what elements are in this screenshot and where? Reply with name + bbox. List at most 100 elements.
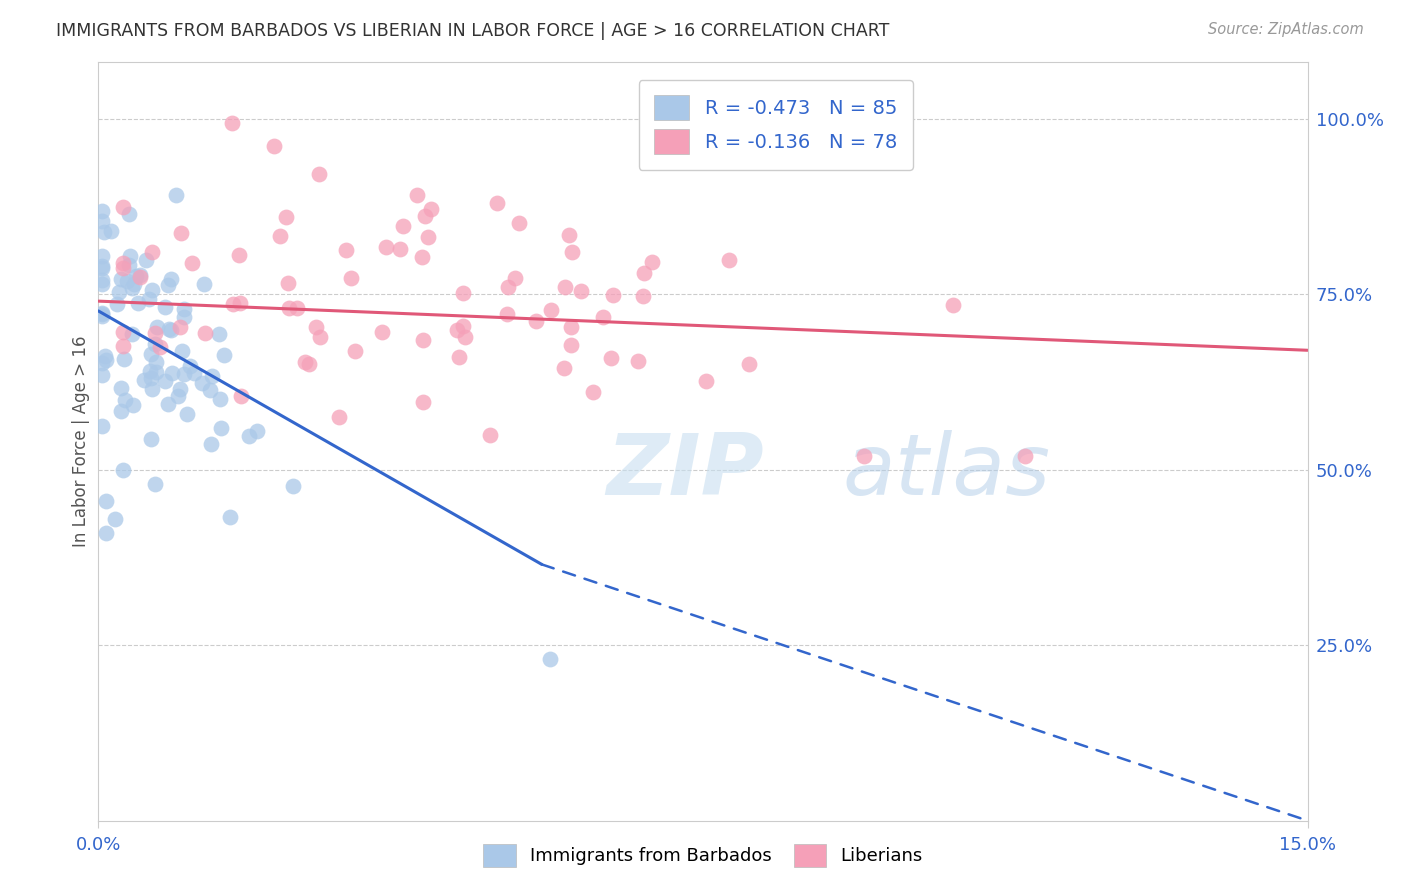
Point — [853, 449, 876, 463]
Point — [406, 188, 429, 202]
Point — [91, 307, 114, 321]
Point — [169, 382, 191, 396]
Point — [283, 479, 305, 493]
Point — [193, 277, 215, 292]
Point — [641, 254, 664, 268]
Point — [335, 244, 357, 258]
Point — [496, 279, 519, 293]
Text: ZIP: ZIP — [606, 430, 763, 514]
Point — [160, 272, 183, 286]
Point — [91, 249, 114, 263]
Point — [166, 389, 188, 403]
Point — [561, 244, 583, 259]
Y-axis label: In Labor Force | Age > 16: In Labor Force | Age > 16 — [72, 335, 90, 548]
Point — [143, 476, 166, 491]
Point — [538, 652, 561, 666]
Point — [149, 340, 172, 354]
Point — [125, 268, 148, 283]
Point — [157, 277, 180, 292]
Point — [212, 348, 235, 362]
Point — [96, 494, 118, 508]
Point — [201, 368, 224, 383]
Point — [121, 281, 143, 295]
Point — [524, 314, 547, 328]
Point — [193, 326, 215, 341]
Point — [560, 319, 582, 334]
Point — [738, 357, 761, 371]
Text: Source: ZipAtlas.com: Source: ZipAtlas.com — [1208, 22, 1364, 37]
Point — [454, 330, 477, 344]
Text: atlas: atlas — [842, 430, 1050, 514]
Point — [138, 292, 160, 306]
Point — [228, 248, 250, 262]
Point — [121, 326, 143, 341]
Point — [582, 384, 605, 399]
Point — [1014, 449, 1036, 463]
Point — [208, 327, 231, 342]
Point — [91, 261, 114, 276]
Point — [115, 274, 138, 288]
Point — [411, 251, 433, 265]
Point — [553, 360, 575, 375]
Point — [285, 301, 308, 315]
Point — [486, 196, 509, 211]
Point — [111, 325, 134, 339]
Point — [503, 270, 526, 285]
Point — [91, 419, 114, 434]
Point — [128, 268, 150, 283]
Point — [277, 276, 299, 290]
Point — [141, 382, 163, 396]
Point — [91, 356, 114, 370]
Point — [412, 334, 434, 348]
Point — [389, 242, 412, 256]
Point — [238, 429, 260, 443]
Point — [208, 392, 231, 406]
Point — [416, 229, 439, 244]
Point — [146, 320, 169, 334]
Point — [160, 366, 183, 380]
Point — [560, 338, 582, 352]
Point — [143, 326, 166, 341]
Point — [108, 285, 131, 299]
Point — [91, 368, 114, 383]
Legend: R = -0.473   N = 85, R = -0.136   N = 78: R = -0.473 N = 85, R = -0.136 N = 78 — [638, 79, 912, 169]
Point — [602, 287, 624, 301]
Point — [100, 223, 122, 237]
Point — [328, 410, 350, 425]
Point — [112, 351, 135, 366]
Point — [695, 375, 717, 389]
Point — [111, 256, 134, 270]
Point — [111, 200, 134, 214]
Point — [627, 354, 650, 368]
Point — [305, 319, 328, 334]
Point — [91, 260, 114, 274]
Point — [392, 219, 415, 233]
Point — [540, 303, 562, 318]
Point — [96, 352, 118, 367]
Text: IMMIGRANTS FROM BARBADOS VS LIBERIAN IN LABOR FORCE | AGE > 16 CORRELATION CHART: IMMIGRANTS FROM BARBADOS VS LIBERIAN IN … — [56, 22, 890, 40]
Point — [340, 271, 363, 285]
Point — [276, 211, 298, 225]
Point — [371, 325, 394, 339]
Point — [447, 351, 470, 365]
Point — [176, 407, 198, 421]
Point — [91, 213, 114, 227]
Point — [308, 330, 330, 344]
Point — [942, 297, 965, 311]
Point — [172, 344, 194, 359]
Point — [117, 258, 139, 272]
Point — [592, 310, 614, 325]
Point — [180, 256, 202, 270]
Point — [110, 381, 132, 395]
Point — [169, 320, 191, 334]
Point — [111, 261, 134, 276]
Point — [269, 229, 291, 244]
Point — [263, 139, 285, 153]
Point — [139, 364, 162, 378]
Point — [412, 395, 434, 409]
Point — [141, 347, 163, 361]
Point — [141, 283, 163, 297]
Point — [118, 249, 141, 263]
Point — [375, 240, 398, 254]
Point — [451, 318, 474, 333]
